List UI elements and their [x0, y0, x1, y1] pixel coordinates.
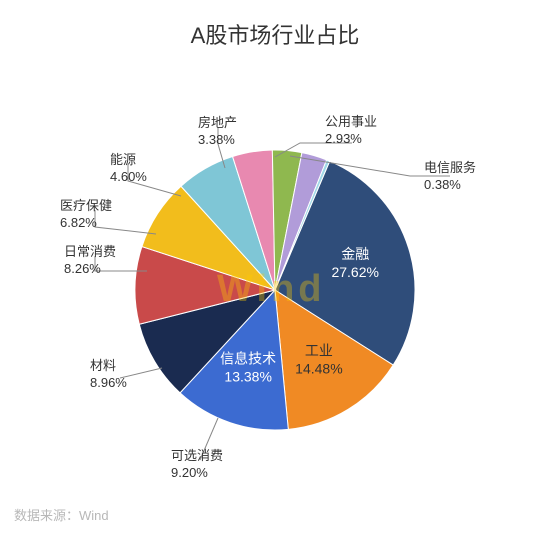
slice-label-pct: 4.60% [110, 169, 147, 184]
slice-label-pct: 8.96% [90, 375, 127, 390]
slice-label-pct: 8.26% [64, 261, 101, 276]
chart-container: A股市场行业占比 金融 27.62% 工业 14.48% 信息技术 13.38% 可选消费 9… [0, 0, 550, 536]
slice-label-name: 金融 [341, 246, 369, 262]
slice-label-name: 日常消费 [64, 244, 116, 259]
slice-label-pct: 6.82% [60, 215, 97, 230]
slice-label-name: 材料 [90, 358, 116, 373]
slice-label-pct: 3.38% [198, 132, 235, 147]
chart-title: A股市场行业占比 [0, 18, 550, 50]
leader-line [95, 210, 156, 234]
slice-label-pct: 0.38% [424, 177, 461, 192]
slice-label-name: 信息技术 [220, 351, 276, 367]
slice-label-pct: 2.93% [325, 131, 362, 146]
slice-label-pct: 14.48% [295, 361, 342, 377]
slice-label-name: 房地产 [198, 115, 237, 130]
slice-label-pct: 27.62% [331, 264, 378, 280]
data-source: 数据来源：Wind [14, 505, 109, 524]
slice-label-name: 公用事业 [325, 114, 377, 129]
slice-label-name: 工业 [305, 343, 333, 359]
pie-chart: 金融 27.62% 工业 14.48% 信息技术 13.38% 可选消费 9.20% 材料 8.9… [0, 60, 550, 500]
slice-label-name: 电信服务 [424, 160, 476, 175]
slice-label-name: 医疗保健 [60, 198, 112, 213]
slice-label-name: 能源 [110, 152, 136, 167]
slice-label-pct: 13.38% [224, 369, 271, 385]
slice-label-pct: 9.20% [171, 465, 208, 480]
slice-label-name: 可选消费 [171, 448, 223, 463]
